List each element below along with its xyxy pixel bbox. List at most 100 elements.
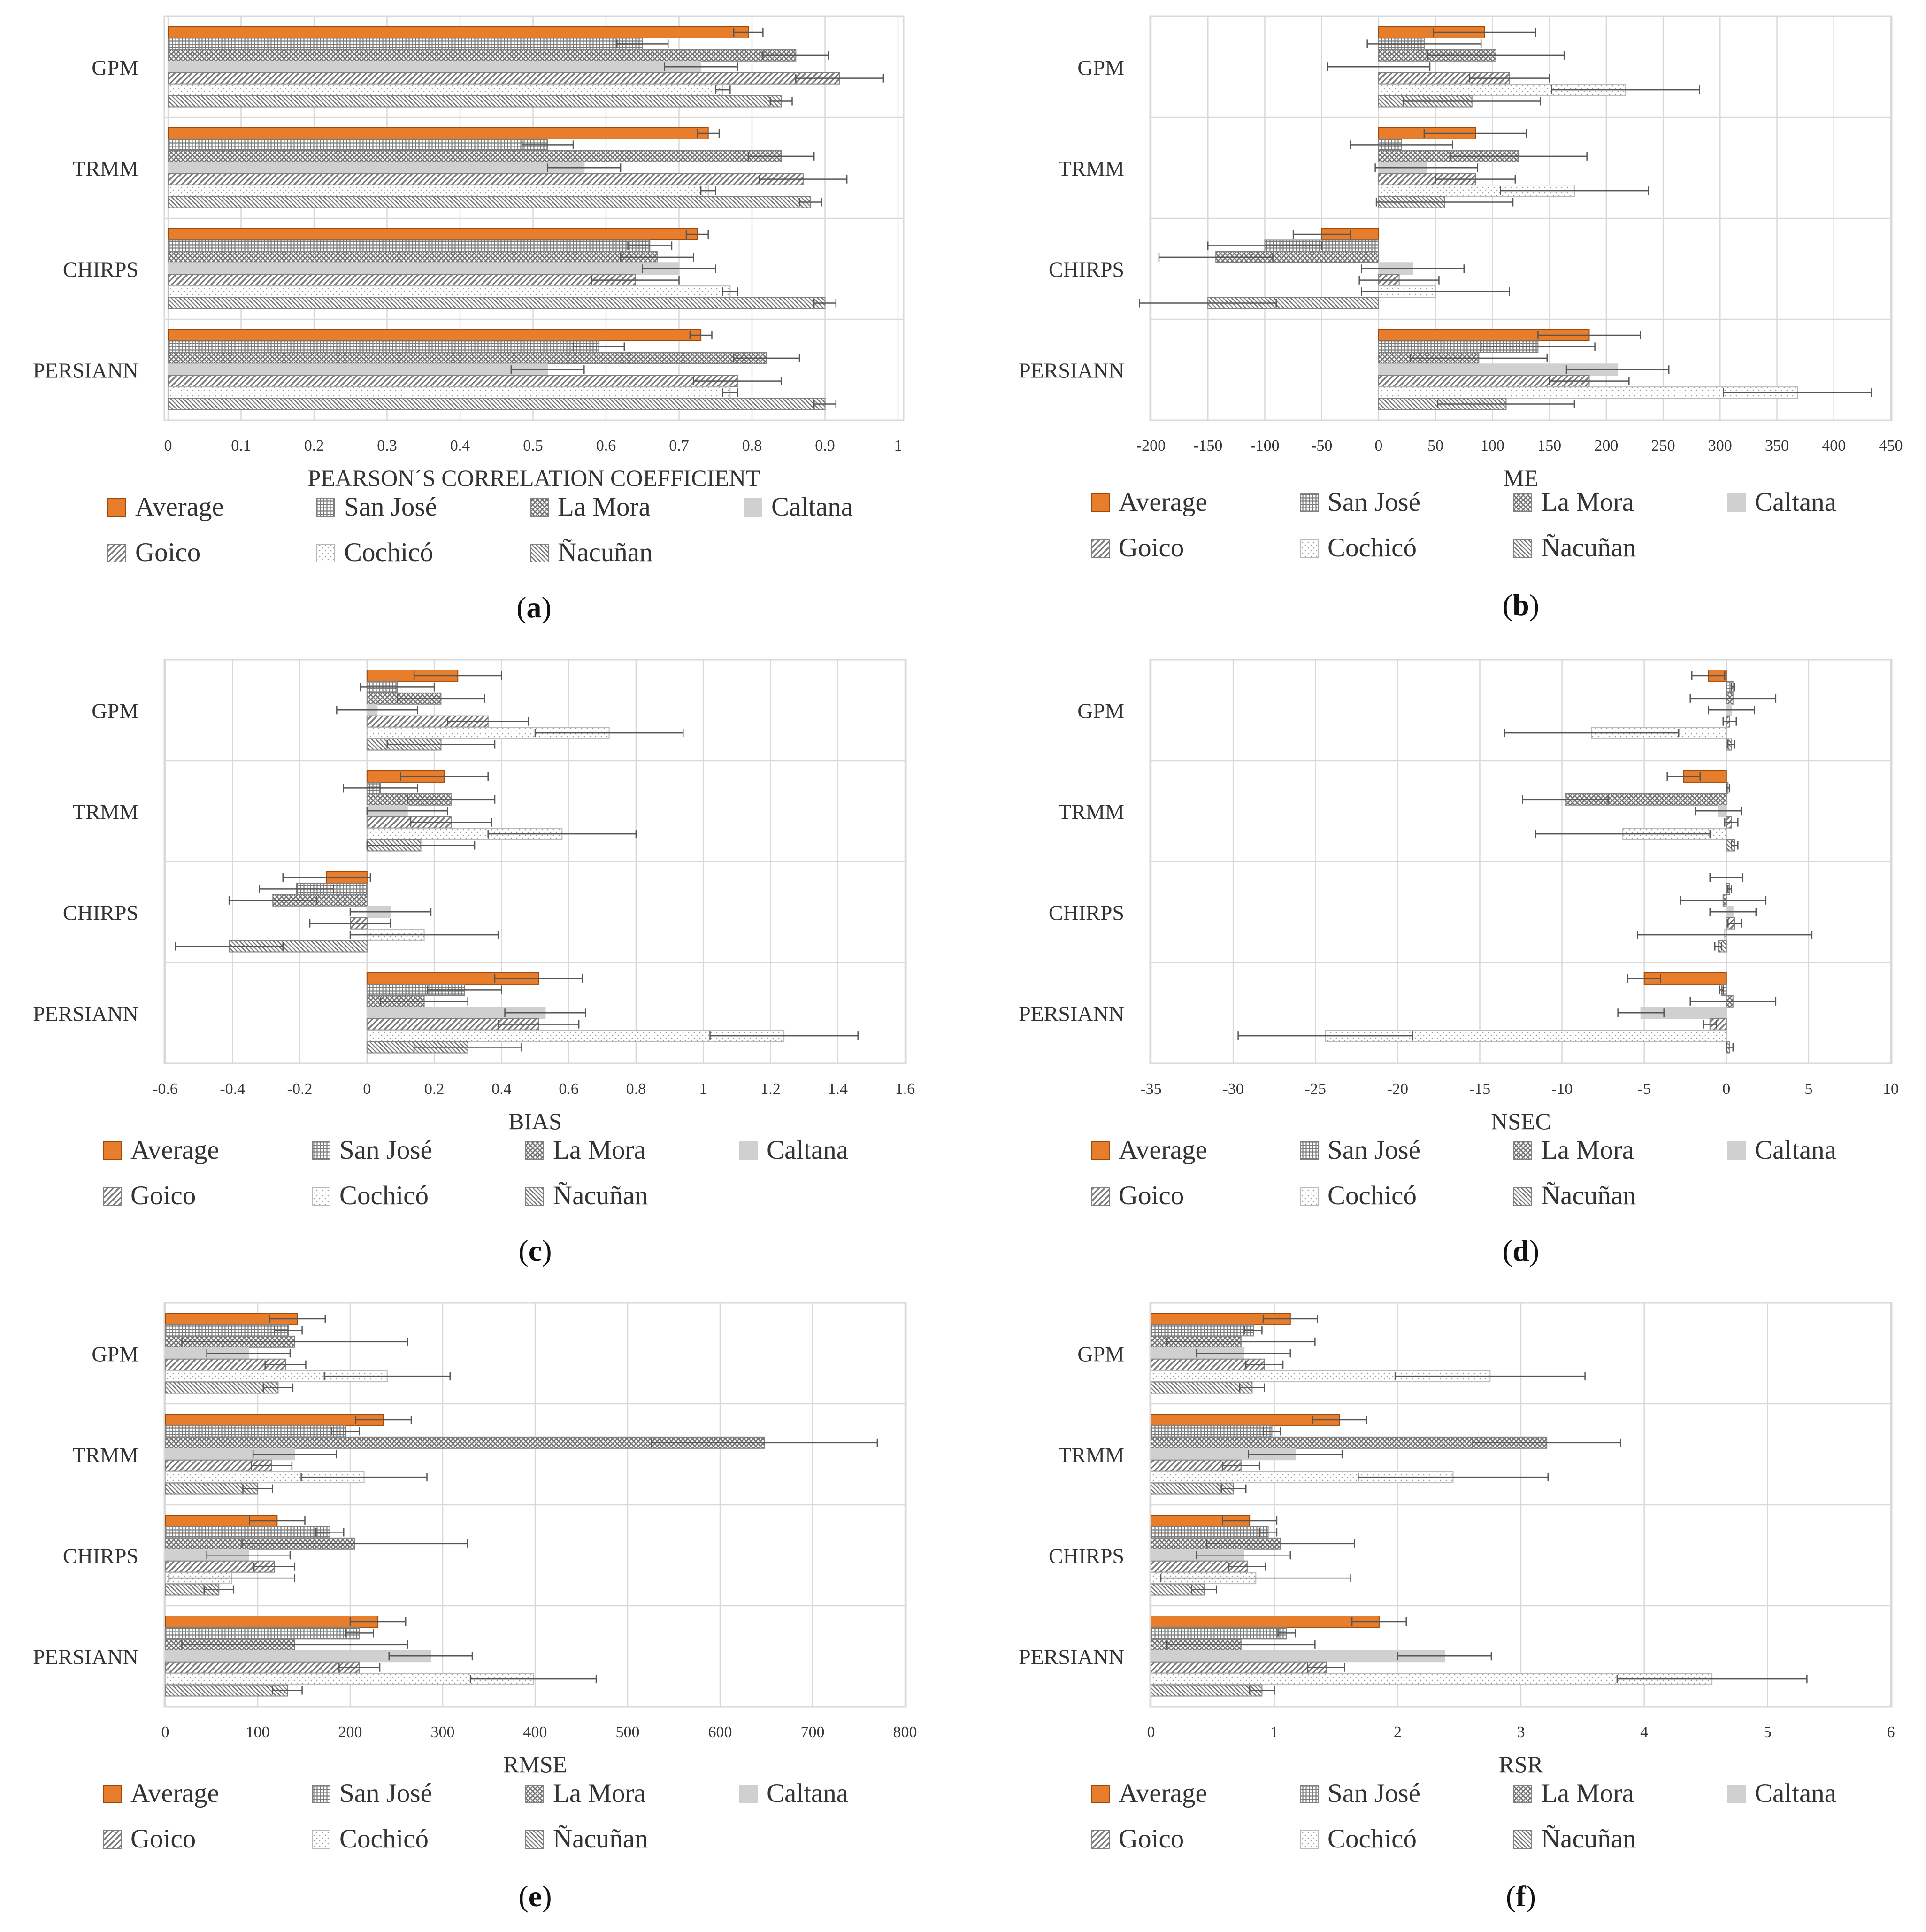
legend-swatch xyxy=(1300,539,1319,558)
category-label: PERSIANN xyxy=(1019,1645,1124,1669)
tick-label: -0.4 xyxy=(220,1080,245,1098)
legend-label: Caltana xyxy=(1755,487,1836,517)
bar-a-chirps-0 xyxy=(168,228,698,240)
bar-e-gpm-6 xyxy=(165,1381,279,1394)
bar-e-persiann-0 xyxy=(165,1616,379,1628)
bar-e-trmm-0 xyxy=(165,1414,384,1426)
legend-label: Cochicó xyxy=(1327,1824,1417,1854)
legend-swatch xyxy=(1727,493,1746,512)
bar-a-gpm-0 xyxy=(168,26,749,38)
legend-swatch xyxy=(103,1141,122,1160)
tick-label: 0 xyxy=(1722,1080,1730,1098)
legend-swatch xyxy=(312,1141,330,1160)
tick-label: -200 xyxy=(1136,437,1166,454)
panel-label: (b) xyxy=(1503,588,1539,622)
legend-swatch xyxy=(525,1141,544,1160)
legend-label: Caltana xyxy=(771,492,853,522)
bar-a-chirps-5 xyxy=(168,285,731,298)
tick-label: 0.3 xyxy=(377,437,397,454)
tick-label: 6 xyxy=(1887,1724,1895,1741)
legend-label: Goico xyxy=(130,1181,196,1210)
legend-swatch xyxy=(530,544,549,562)
tick-label: 5 xyxy=(1804,1080,1812,1098)
tick-label: 0.2 xyxy=(424,1080,445,1098)
bar-f-persiann-1 xyxy=(1151,1627,1287,1640)
legend-swatch xyxy=(1300,1187,1319,1206)
legend-label: Average xyxy=(1119,1135,1207,1165)
bar-a-gpm-2 xyxy=(168,49,797,62)
bar-a-gpm-3 xyxy=(168,61,702,73)
chart-panel-d: GPM TRMM CHIRPS PERSIANN -35 -30 -25 -20 -15 -10 -… xyxy=(1019,659,1899,1267)
bar-f-gpm-6 xyxy=(1151,1381,1253,1394)
legend-label: Average xyxy=(135,492,224,522)
legend-label: San José xyxy=(344,492,437,522)
category-label: TRMM xyxy=(72,1443,138,1467)
legend-swatch xyxy=(1091,1830,1110,1849)
bar-e-chirps-1 xyxy=(165,1526,330,1539)
bar-a-chirps-4 xyxy=(168,274,636,286)
category-label: TRMM xyxy=(72,157,138,181)
category-label: PERSIANN xyxy=(1019,1002,1124,1026)
legend-swatch xyxy=(1300,1785,1319,1803)
legend-swatch xyxy=(103,1785,122,1803)
bar-a-chirps-6 xyxy=(168,297,826,309)
legend-label: Average xyxy=(130,1778,219,1808)
tick-label: 400 xyxy=(523,1724,547,1741)
legend-label: Cochicó xyxy=(339,1181,429,1210)
legend-swatch xyxy=(1727,1785,1746,1803)
legend-swatch xyxy=(744,498,762,517)
legend-swatch xyxy=(107,544,126,562)
legend-swatch xyxy=(1300,1830,1319,1849)
category-label: GPM xyxy=(92,1342,138,1366)
bar-f-chirps-1 xyxy=(1151,1526,1269,1539)
tick-label: 100 xyxy=(246,1724,270,1741)
tick-label: 0.8 xyxy=(742,437,762,454)
legend-label: Ñacuñan xyxy=(1541,1824,1636,1854)
legend-label: Average xyxy=(1119,487,1207,517)
legend-label: Caltana xyxy=(1755,1135,1836,1165)
tick-label: 0.1 xyxy=(231,437,251,454)
axis-title: ME xyxy=(1504,465,1539,491)
legend-swatch xyxy=(739,1141,758,1160)
bar-a-gpm-5 xyxy=(168,84,723,96)
tick-label: 500 xyxy=(616,1724,640,1741)
tick-label: 150 xyxy=(1537,437,1561,454)
tick-label: 350 xyxy=(1765,437,1789,454)
tick-label: 4 xyxy=(1640,1724,1648,1741)
legend-label: San José xyxy=(1327,1135,1420,1165)
legend-swatch xyxy=(312,1830,330,1849)
tick-label: 0.6 xyxy=(596,437,616,454)
category-label: GPM xyxy=(92,699,138,723)
tick-label: -20 xyxy=(1387,1080,1408,1098)
category-label: GPM xyxy=(1077,56,1124,80)
legend-label: Ñacuñan xyxy=(553,1824,648,1854)
legend-label: Cochicó xyxy=(344,538,433,567)
tick-label: 400 xyxy=(1822,437,1846,454)
bar-f-gpm-1 xyxy=(1151,1324,1254,1337)
tick-label: 0.5 xyxy=(523,437,543,454)
category-label: CHIRPS xyxy=(63,1544,138,1568)
legend-swatch xyxy=(316,544,335,562)
legend-label: Cochicó xyxy=(1327,1181,1417,1210)
tick-label: 10 xyxy=(1883,1080,1899,1098)
category-label: PERSIANN xyxy=(33,1645,138,1669)
bar-a-gpm-6 xyxy=(168,95,782,108)
tick-label: 1.2 xyxy=(760,1080,781,1098)
tick-label: 1 xyxy=(699,1080,707,1098)
legend-swatch xyxy=(1091,1141,1110,1160)
legend-label: Goico xyxy=(1119,1824,1184,1854)
tick-label: 0 xyxy=(363,1080,371,1098)
bar-a-gpm-4 xyxy=(168,72,840,85)
tick-label: 1 xyxy=(894,437,902,454)
legend-label: Caltana xyxy=(767,1778,848,1808)
legend-label: Average xyxy=(1119,1778,1207,1808)
bar-a-persiann-3 xyxy=(168,363,548,376)
category-label: GPM xyxy=(1077,1342,1124,1366)
category-label: CHIRPS xyxy=(63,258,138,282)
legend-swatch xyxy=(1513,1785,1532,1803)
bar-e-persiann-4 xyxy=(165,1661,360,1674)
tick-label: 0.8 xyxy=(626,1080,646,1098)
tick-label: 0.6 xyxy=(559,1080,579,1098)
legend-swatch xyxy=(312,1785,330,1803)
